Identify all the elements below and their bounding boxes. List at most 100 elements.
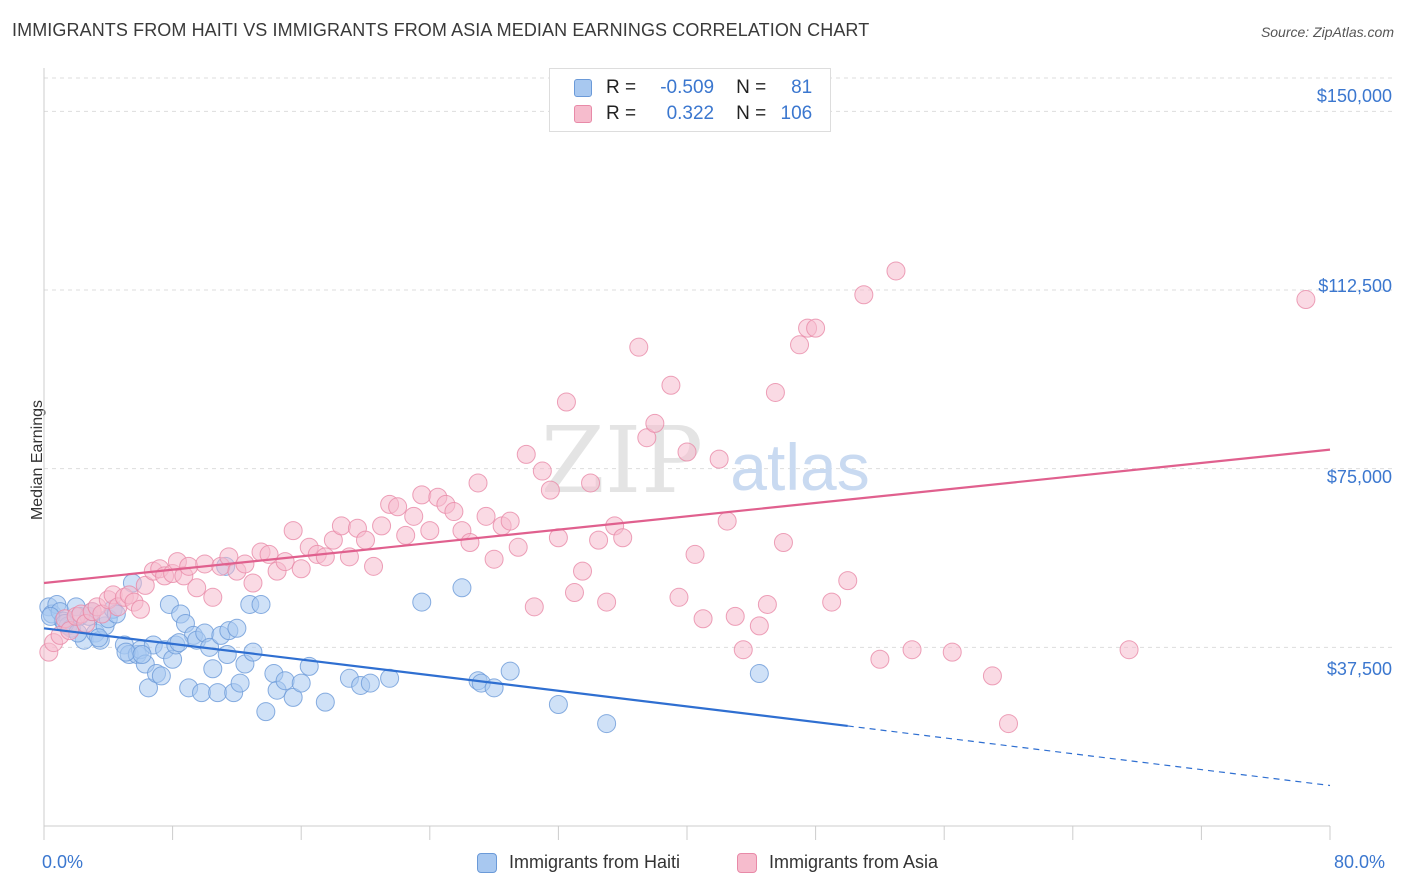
haiti-point: [749, 664, 769, 684]
asia-point: [444, 502, 464, 522]
haiti-point: [192, 683, 212, 703]
asia-point: [717, 511, 737, 531]
asia-point: [532, 461, 552, 481]
asia-point: [757, 594, 777, 614]
asia-point: [404, 506, 424, 526]
watermark-zip: ZIP: [541, 407, 703, 514]
haiti-n-label: N =: [736, 77, 767, 98]
asia-point: [356, 530, 375, 550]
asia-r-value: 0.322: [666, 103, 715, 124]
haiti-point: [548, 695, 568, 715]
asia-point: [524, 597, 544, 617]
haiti-point: [116, 642, 136, 662]
haiti-r-value: -0.509: [660, 77, 715, 98]
source-label: Source: ZipAtlas.com: [1260, 24, 1394, 40]
haiti-point: [597, 714, 617, 734]
haiti-legend-swatch: [477, 852, 497, 873]
asia-point: [420, 521, 440, 541]
haiti-point: [315, 692, 335, 712]
haiti-point: [452, 578, 472, 598]
asia-point: [589, 530, 609, 550]
asia-point: [331, 516, 351, 536]
haiti-point: [169, 633, 189, 653]
chart-title: IMMIGRANTS FROM HAITI VS IMMIGRANTS FROM…: [12, 20, 870, 40]
haiti-point: [151, 666, 171, 686]
asia-point: [516, 444, 536, 464]
correlation-legend: R = -0.509 N = 81 R = 0.322 N = 106: [549, 68, 831, 132]
asia-point: [942, 642, 962, 662]
asia-point: [556, 392, 576, 412]
asia-point: [130, 599, 150, 619]
asia-point: [999, 714, 1018, 734]
asia-point: [364, 556, 384, 576]
asia-point: [291, 559, 311, 579]
asia-point: [581, 473, 601, 493]
haiti-point: [291, 673, 311, 693]
asia-point: [645, 413, 665, 433]
asia-point: [838, 571, 858, 591]
haiti-trend-line-extension: [847, 725, 1331, 787]
y-tick-label-75000: $75,000: [1326, 467, 1392, 487]
asia-point: [468, 473, 488, 493]
haiti-point: [283, 687, 303, 707]
legend-item-haiti[interactable]: Immigrants from Haiti: [477, 852, 680, 873]
y-tick-label-37500: $37,500: [1326, 659, 1392, 679]
asia-point: [219, 547, 239, 567]
haiti-point: [89, 628, 109, 648]
asia-n-value: 106: [780, 103, 813, 124]
asia-point: [629, 337, 649, 357]
haiti-point: [256, 702, 276, 722]
haiti-point: [217, 644, 237, 664]
asia-point: [773, 533, 793, 553]
asia-n-label: N =: [736, 103, 767, 124]
asia-point: [484, 549, 504, 569]
haiti-point: [230, 673, 250, 693]
asia-r-label: R =: [606, 103, 637, 124]
haiti-point: [500, 661, 520, 681]
asia-point: [725, 606, 745, 626]
asia-point: [982, 666, 1002, 686]
asia-point: [854, 285, 874, 305]
asia-swatch: [574, 105, 592, 123]
asia-point: [235, 554, 255, 574]
asia-point: [870, 649, 890, 669]
asia-legend-label: Immigrants from Asia: [769, 852, 939, 872]
asia-point: [597, 592, 617, 612]
asia-point: [275, 552, 295, 572]
asia-point: [886, 261, 906, 281]
asia-point: [508, 537, 528, 557]
haiti-point: [132, 644, 152, 664]
asia-point: [135, 575, 155, 595]
asia-point: [412, 485, 432, 505]
asia-point: [388, 497, 408, 517]
haiti-n-value: 81: [791, 77, 813, 98]
haiti-point: [208, 683, 228, 703]
haiti-swatch: [574, 79, 592, 97]
asia-legend-swatch: [737, 852, 757, 873]
y-tick-label-112500: $112,500: [1318, 276, 1392, 296]
asia-point: [500, 511, 520, 531]
asia-point: [315, 547, 335, 567]
asia-point: [476, 506, 496, 526]
asia-trend-line: [43, 448, 1331, 585]
haiti-point: [251, 594, 271, 614]
haiti-point: [138, 678, 158, 698]
asia-point: [685, 544, 705, 564]
asia-point: [372, 516, 392, 536]
asia-point: [548, 528, 568, 548]
asia-point: [540, 480, 560, 500]
legend-item-asia[interactable]: Immigrants from Asia: [737, 852, 938, 873]
asia-point: [677, 442, 697, 462]
legend-row-asia: R = 0.322 N = 106: [574, 101, 812, 127]
haiti-point: [227, 618, 247, 638]
asia-point: [203, 587, 223, 607]
haiti-legend-label: Immigrants from Haiti: [509, 852, 681, 872]
asia-point: [1119, 640, 1139, 660]
asia-point: [460, 533, 480, 553]
asia-point: [243, 573, 263, 593]
haiti-trend-line: [43, 627, 848, 728]
watermark-atlas: atlas: [730, 430, 869, 504]
x-tick-label-max: 80.0%: [1334, 852, 1386, 872]
asia-point: [283, 521, 303, 541]
